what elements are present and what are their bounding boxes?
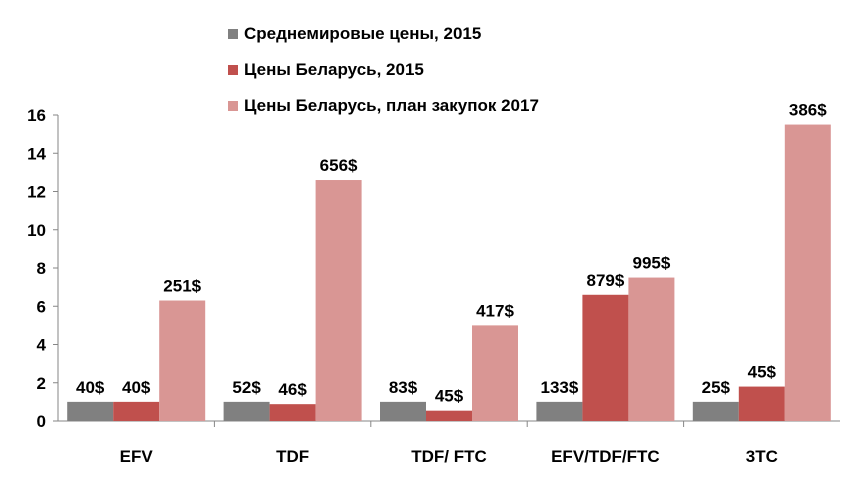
bar xyxy=(223,401,270,421)
bar xyxy=(315,180,362,421)
bar xyxy=(738,386,785,421)
data-label: 52$ xyxy=(232,378,261,397)
data-label: 386$ xyxy=(789,101,827,120)
legend-item-belarus-2015: Цены Беларусь, 2015 xyxy=(228,52,539,88)
x-tick-label: TDF/ FTC xyxy=(411,447,487,466)
data-label: 879$ xyxy=(586,271,624,290)
bar xyxy=(269,404,316,421)
data-label: 25$ xyxy=(702,378,731,397)
bar xyxy=(380,401,426,421)
data-label: 83$ xyxy=(389,378,418,397)
y-tick-label: 14 xyxy=(27,144,46,163)
bar xyxy=(159,300,206,421)
data-label: 251$ xyxy=(163,277,201,296)
data-label: 995$ xyxy=(632,254,670,273)
bar xyxy=(426,410,472,421)
y-tick-label: 12 xyxy=(27,183,46,202)
legend-label: Цены Беларусь, 2015 xyxy=(244,60,424,79)
legend-label: Среднемировые цены, 2015 xyxy=(244,24,482,43)
bar xyxy=(784,124,831,421)
y-tick-label: 16 xyxy=(27,106,46,125)
data-label: 40$ xyxy=(76,378,105,397)
bar xyxy=(628,277,675,421)
y-tick-label: 6 xyxy=(37,297,46,316)
legend-swatch xyxy=(228,29,238,39)
bar xyxy=(67,401,114,421)
legend-item-belarus-2017-plan: Цены Беларусь, план закупок 2017 xyxy=(228,88,539,124)
x-tick-label: EFV/TDF/FTC xyxy=(551,447,660,466)
legend: Среднемировые цены, 2015 Цены Беларусь, … xyxy=(228,16,539,124)
bar xyxy=(113,401,160,421)
bar xyxy=(536,401,583,421)
y-tick-label: 4 xyxy=(37,336,47,355)
legend-swatch xyxy=(228,65,238,75)
y-tick-label: 2 xyxy=(37,374,46,393)
y-tick-label: 10 xyxy=(27,221,46,240)
data-label: 133$ xyxy=(540,378,578,397)
y-tick-label: 0 xyxy=(37,412,46,431)
data-label: 656$ xyxy=(320,156,358,175)
x-tick-label: EFV xyxy=(120,447,154,466)
x-tick-label: 3TC xyxy=(746,447,778,466)
data-label: 46$ xyxy=(278,380,307,399)
data-label: 45$ xyxy=(748,363,777,382)
legend-label: Цены Беларусь, план закупок 2017 xyxy=(244,96,539,115)
data-label: 45$ xyxy=(435,387,464,406)
data-label: 417$ xyxy=(476,301,514,320)
y-tick-label: 8 xyxy=(37,259,46,278)
bar xyxy=(692,401,739,421)
legend-swatch xyxy=(228,101,238,111)
x-tick-label: TDF xyxy=(276,447,309,466)
bar xyxy=(582,294,629,421)
data-label: 40$ xyxy=(122,378,151,397)
bar xyxy=(472,325,518,421)
legend-item-world-prices: Среднемировые цены, 2015 xyxy=(228,16,539,52)
